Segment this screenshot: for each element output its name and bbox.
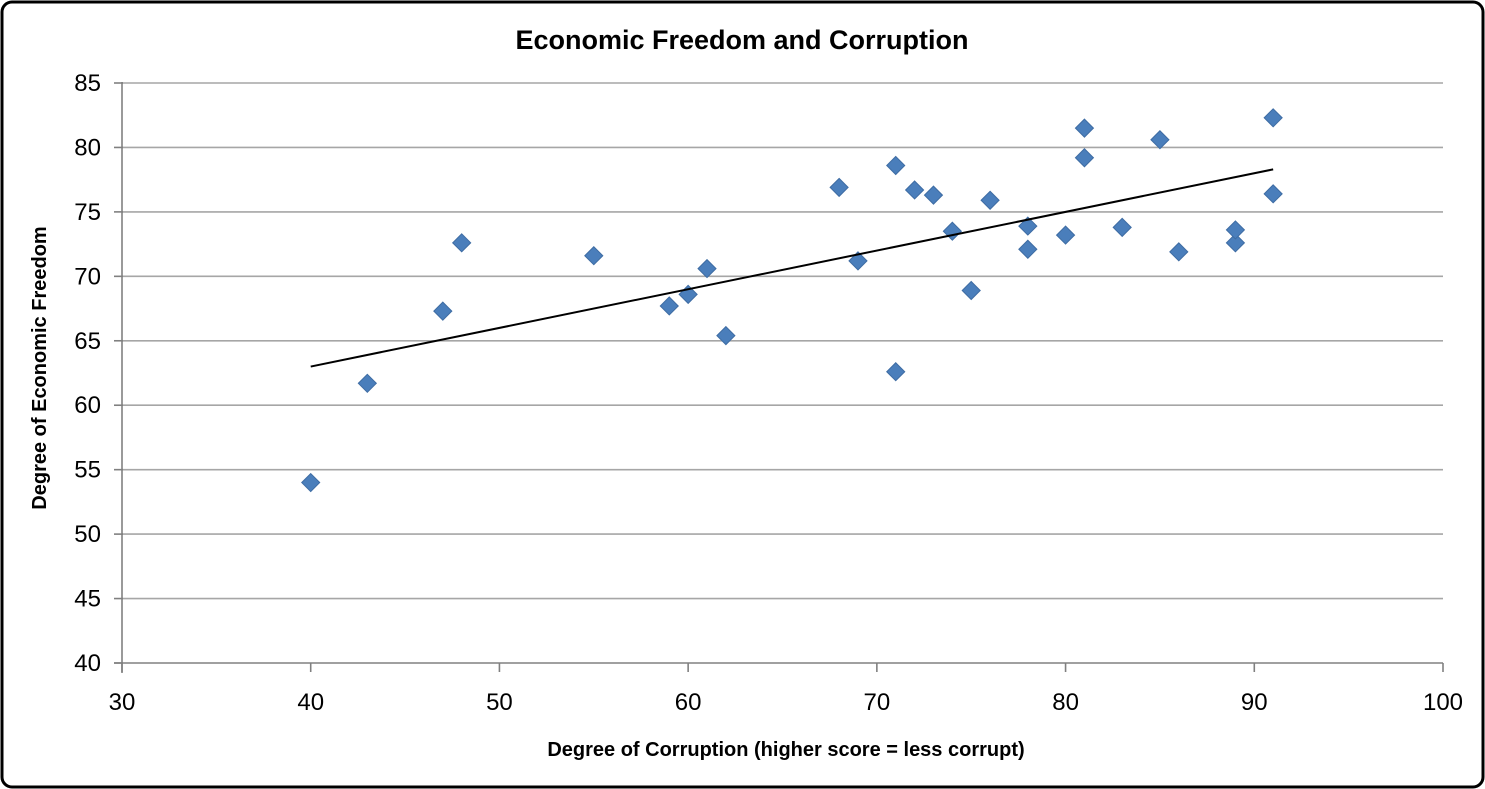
y-tick-label-55: 55	[74, 457, 101, 484]
x-tick-label-100: 100	[1423, 689, 1463, 716]
y-tick-label-75: 75	[74, 199, 101, 226]
data-point	[1225, 220, 1246, 240]
y-tick-label-80: 80	[74, 134, 101, 161]
y-tick-label-50: 50	[74, 521, 101, 548]
data-point	[1263, 184, 1283, 204]
data-point	[886, 362, 906, 382]
y-tick-label-85: 85	[74, 70, 101, 97]
chart-title: Economic Freedom and Corruption	[515, 25, 968, 55]
y-axis-tick-labels: 40 45 50 55 60 65 70 75 80 85	[74, 70, 101, 677]
x-tick-label-70: 70	[864, 689, 891, 716]
y-tick-label-40: 40	[74, 650, 101, 677]
y-tick-label-60: 60	[74, 392, 101, 419]
data-point	[1074, 118, 1095, 138]
y-tick-label-45: 45	[74, 586, 101, 613]
data-point	[980, 190, 1000, 210]
data-point	[1225, 233, 1246, 253]
data-point	[1055, 225, 1076, 245]
x-axis-title: Degree of Corruption (higher score = les…	[547, 739, 1024, 761]
data-point	[829, 177, 849, 198]
data-point	[1018, 239, 1038, 259]
data-point	[1150, 130, 1170, 150]
data-point	[961, 280, 981, 301]
data-point	[584, 246, 604, 266]
data-point	[1112, 217, 1132, 238]
data-point	[433, 301, 453, 321]
data-point	[848, 251, 868, 271]
data-point	[1263, 108, 1283, 128]
data-point	[716, 325, 736, 346]
x-tick-label-40: 40	[297, 689, 324, 716]
data-point	[904, 180, 925, 200]
data-point	[886, 155, 906, 176]
trendline-layer	[310, 168, 1274, 368]
data-point	[1018, 216, 1038, 236]
data-point	[923, 185, 944, 205]
data-point-series	[301, 108, 1283, 493]
x-tick-label-90: 90	[1241, 689, 1268, 716]
data-point	[301, 472, 321, 493]
y-tick-label-70: 70	[74, 263, 101, 290]
axes	[114, 82, 1443, 673]
y-axis-title: Degree of Economic Freedom	[29, 226, 51, 509]
data-point	[659, 296, 679, 316]
x-axis-tick-labels: 30 40 50 60 70 80 90 100	[109, 689, 1463, 716]
x-tick-label-80: 80	[1052, 689, 1079, 716]
x-tick-label-60: 60	[675, 689, 702, 716]
tick-marks	[114, 82, 1444, 672]
data-point	[697, 258, 717, 279]
data-point	[451, 233, 472, 253]
data-point	[357, 373, 378, 394]
x-tick-label-30: 30	[109, 689, 136, 716]
y-tick-label-65: 65	[74, 328, 101, 355]
x-tick-label-50: 50	[486, 689, 513, 716]
trendline	[310, 168, 1274, 368]
data-point	[1074, 148, 1095, 168]
data-point	[1169, 242, 1189, 262]
gridlines	[122, 82, 1443, 600]
